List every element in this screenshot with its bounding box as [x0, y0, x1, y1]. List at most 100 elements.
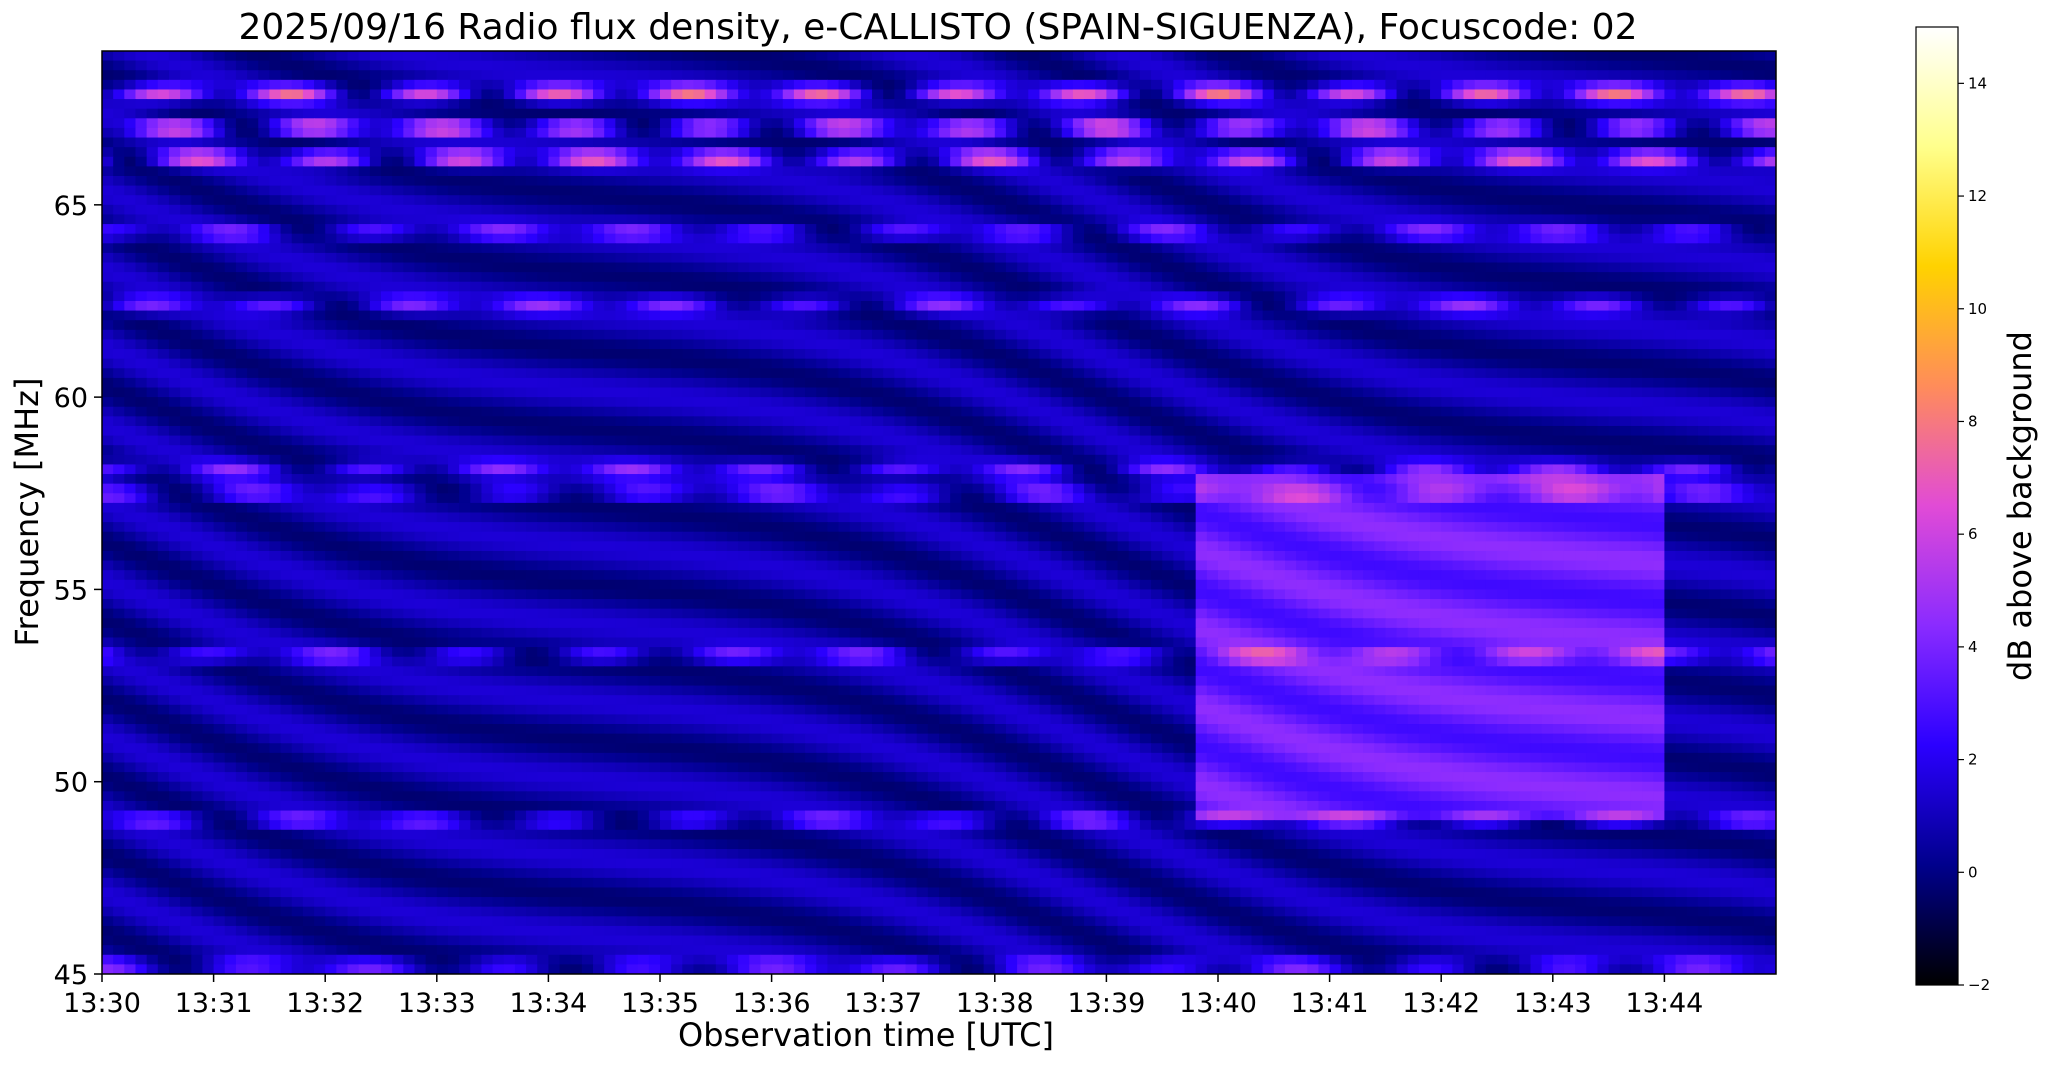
heatmap-cell [1731, 310, 1744, 321]
heatmap-cell [1061, 262, 1074, 273]
heatmap-cell [481, 358, 494, 369]
heatmap-cell [994, 224, 1007, 235]
heatmap-cell [146, 185, 159, 196]
heatmap-cell [369, 60, 382, 71]
heatmap-cell [961, 243, 974, 254]
heatmap-cell [124, 329, 137, 341]
heatmap-cell [1608, 272, 1621, 283]
heatmap-cell [247, 195, 259, 206]
heatmap-cell [403, 243, 416, 254]
heatmap-cell [381, 137, 393, 148]
heatmap-cell [816, 99, 828, 110]
heatmap-cell [983, 51, 996, 62]
heatmap-cell [1731, 214, 1744, 225]
heatmap-cell [291, 358, 304, 369]
heatmap-cell [1753, 175, 1766, 187]
heatmap-cell [1273, 349, 1286, 360]
heatmap-cell [1642, 156, 1654, 167]
heatmap-cell [782, 51, 795, 62]
heatmap-cell [1240, 272, 1253, 283]
heatmap-cell [124, 147, 137, 158]
heatmap-cell [514, 329, 527, 341]
heatmap-cell [124, 262, 137, 273]
heatmap-cell [715, 252, 728, 264]
heatmap-cell [269, 127, 282, 139]
heatmap-cell [470, 118, 483, 129]
heatmap-cell [1753, 195, 1766, 206]
heatmap-cell [1619, 339, 1632, 350]
heatmap-cell [838, 51, 851, 62]
heatmap-cell [1731, 281, 1744, 292]
heatmap-cell [860, 349, 873, 360]
heatmap-cell [671, 214, 683, 225]
heatmap-cell [1597, 89, 1610, 100]
heatmap-cell [1296, 156, 1308, 167]
heatmap-cell [1151, 195, 1163, 206]
heatmap-cell [1608, 99, 1621, 110]
heatmap-cell [1441, 300, 1453, 312]
heatmap-cell [1374, 156, 1386, 167]
heatmap-cell [1307, 166, 1320, 177]
heatmap-cell [124, 99, 137, 110]
heatmap-cell [146, 310, 159, 321]
heatmap-cell [1240, 262, 1253, 273]
heatmap-cell [481, 224, 494, 235]
heatmap-cell [1128, 214, 1141, 225]
heatmap-cell [671, 349, 683, 360]
heatmap-cell [660, 272, 672, 283]
heatmap-cell [1218, 99, 1230, 110]
heatmap-cell [537, 195, 549, 206]
heatmap-cell [146, 272, 159, 283]
heatmap-cell [1374, 70, 1386, 81]
heatmap-cell [157, 185, 170, 196]
heatmap-cell [1407, 60, 1420, 71]
heatmap-cell [235, 214, 248, 225]
heatmap-cell [1273, 320, 1286, 331]
heatmap-cell [1039, 51, 1052, 62]
heatmap-cell [570, 70, 583, 81]
heatmap-cell [1072, 358, 1085, 369]
heatmap-cell [1519, 204, 1532, 216]
heatmap-cell [860, 329, 873, 341]
heatmap-cell [860, 60, 873, 71]
heatmap-cell [1764, 243, 1776, 254]
heatmap-cell [749, 156, 762, 167]
heatmap-cell [1519, 195, 1532, 206]
heatmap-cell [1072, 339, 1085, 350]
heatmap-cell [726, 70, 739, 81]
heatmap-cell [570, 214, 583, 225]
heatmap-cell [247, 224, 259, 235]
heatmap-cell [392, 329, 404, 341]
heatmap-cell [113, 310, 125, 321]
heatmap-cell [626, 291, 639, 302]
heatmap-cell [1552, 233, 1565, 244]
heatmap-cell [269, 214, 282, 225]
heatmap-cell [325, 166, 337, 177]
heatmap-cell [1396, 118, 1409, 129]
heatmap-cell [1206, 233, 1219, 244]
heatmap-cell [291, 127, 304, 139]
heatmap-cell [1318, 147, 1331, 158]
heatmap-cell [1273, 89, 1286, 100]
heatmap-cell [1095, 233, 1107, 244]
heatmap-cell [816, 60, 828, 71]
heatmap-cell [258, 137, 270, 148]
heatmap-cell [1675, 214, 1688, 225]
heatmap-cell [939, 118, 951, 129]
heatmap-cell [1441, 108, 1453, 119]
heatmap-cell [1061, 224, 1074, 235]
heatmap-cell [1407, 70, 1420, 81]
heatmap-cell [581, 108, 594, 119]
heatmap-cell [1720, 51, 1732, 62]
heatmap-cell [1720, 137, 1732, 148]
heatmap-cell [1742, 252, 1755, 264]
heatmap-cell [782, 118, 795, 129]
heatmap-cell [392, 262, 404, 273]
heatmap-cell [1284, 156, 1297, 167]
heatmap-cell [1441, 291, 1453, 302]
heatmap-cell [704, 291, 717, 302]
heatmap-cell [470, 60, 483, 71]
heatmap-cell [883, 185, 895, 196]
heatmap-cell [302, 281, 315, 292]
heatmap-cell [738, 214, 750, 225]
